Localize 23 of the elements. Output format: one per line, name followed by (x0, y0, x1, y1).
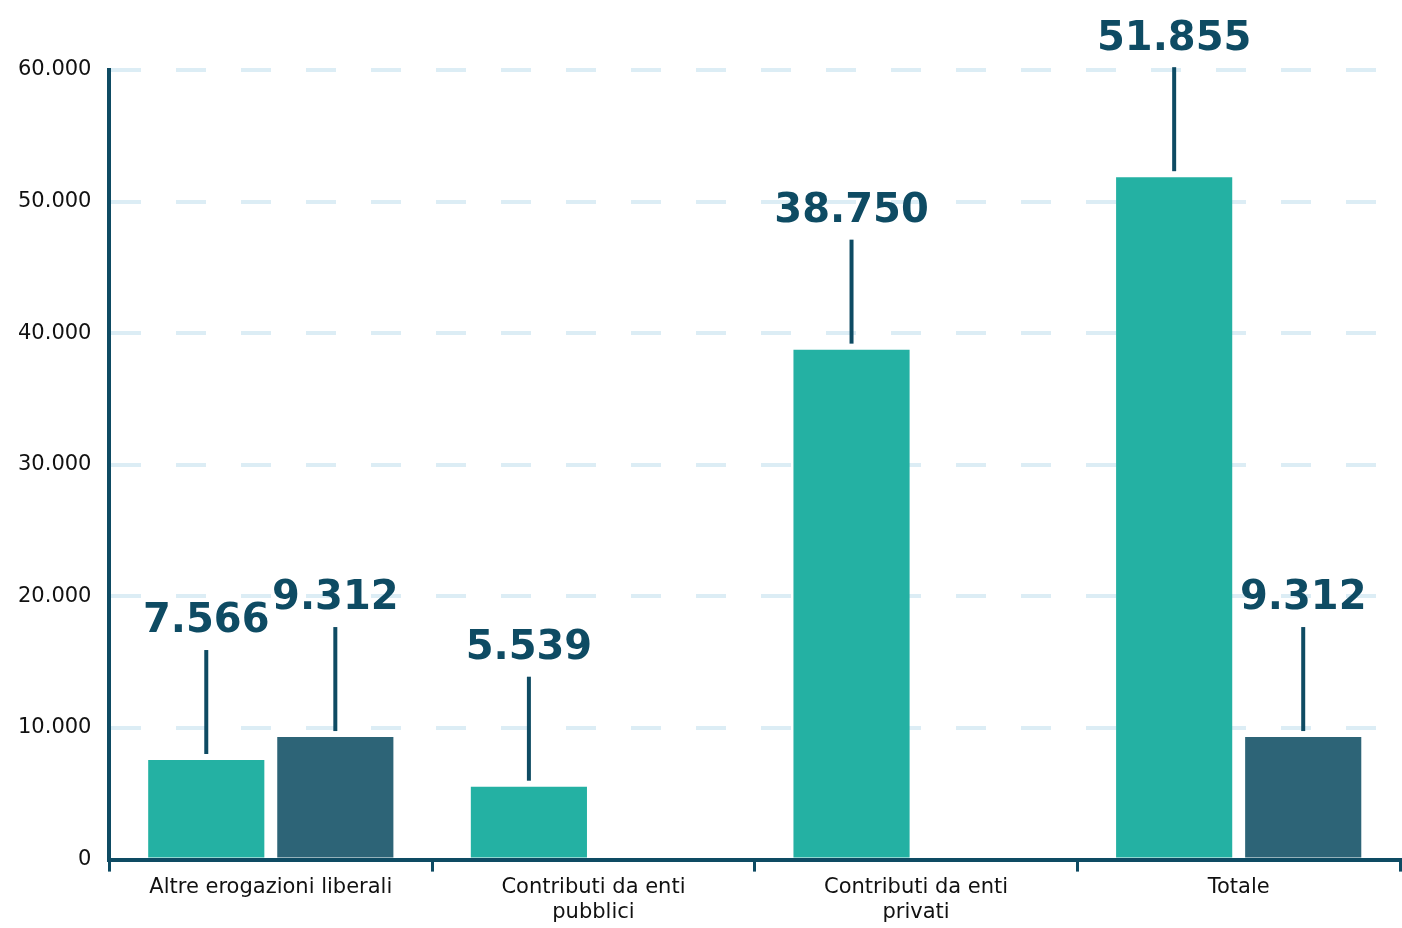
y-tick-label: 20.000 (18, 582, 92, 607)
y-tick-label: 50.000 (18, 188, 92, 213)
x-tick-label: Totale (1206, 873, 1270, 898)
y-tick-label: 10.000 (18, 714, 92, 739)
y-tick-label: 60.000 (18, 56, 92, 81)
bar (148, 760, 265, 858)
bar (1116, 177, 1233, 858)
x-tick-label: Altre erogazioni liberali (149, 873, 393, 898)
y-tick-label: 30.000 (18, 451, 92, 476)
y-tick-label: 0 (78, 846, 92, 871)
data-label: 38.750 (774, 185, 929, 232)
bar (470, 786, 587, 858)
data-label: 7.566 (143, 595, 270, 642)
x-tick-label: Contributi da enti privati (824, 873, 1009, 923)
data-label: 51.855 (1096, 12, 1252, 59)
x-tick-label: Contributi da enti pubblici (501, 873, 686, 923)
data-label: 9.312 (272, 572, 399, 619)
bar (277, 737, 394, 858)
data-label: 5.539 (465, 622, 593, 669)
data-label: 9.312 (1239, 572, 1367, 619)
y-tick-label: 40.000 (18, 319, 92, 344)
bar (1245, 737, 1362, 858)
bar (793, 349, 910, 858)
